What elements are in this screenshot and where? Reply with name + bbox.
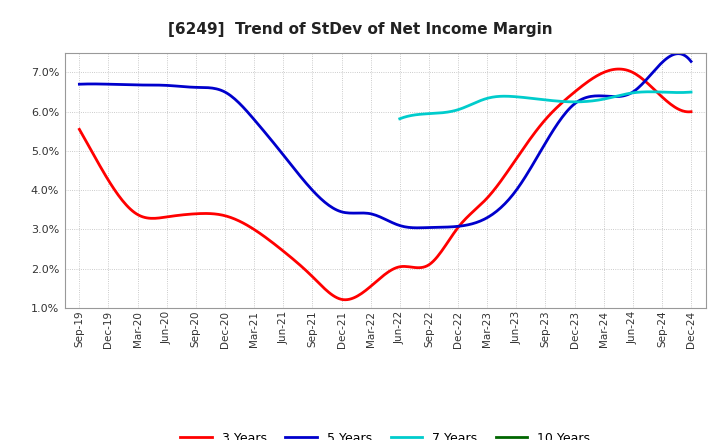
Legend: 3 Years, 5 Years, 7 Years, 10 Years: 3 Years, 5 Years, 7 Years, 10 Years bbox=[176, 427, 595, 440]
Text: [6249]  Trend of StDev of Net Income Margin: [6249] Trend of StDev of Net Income Marg… bbox=[168, 22, 552, 37]
